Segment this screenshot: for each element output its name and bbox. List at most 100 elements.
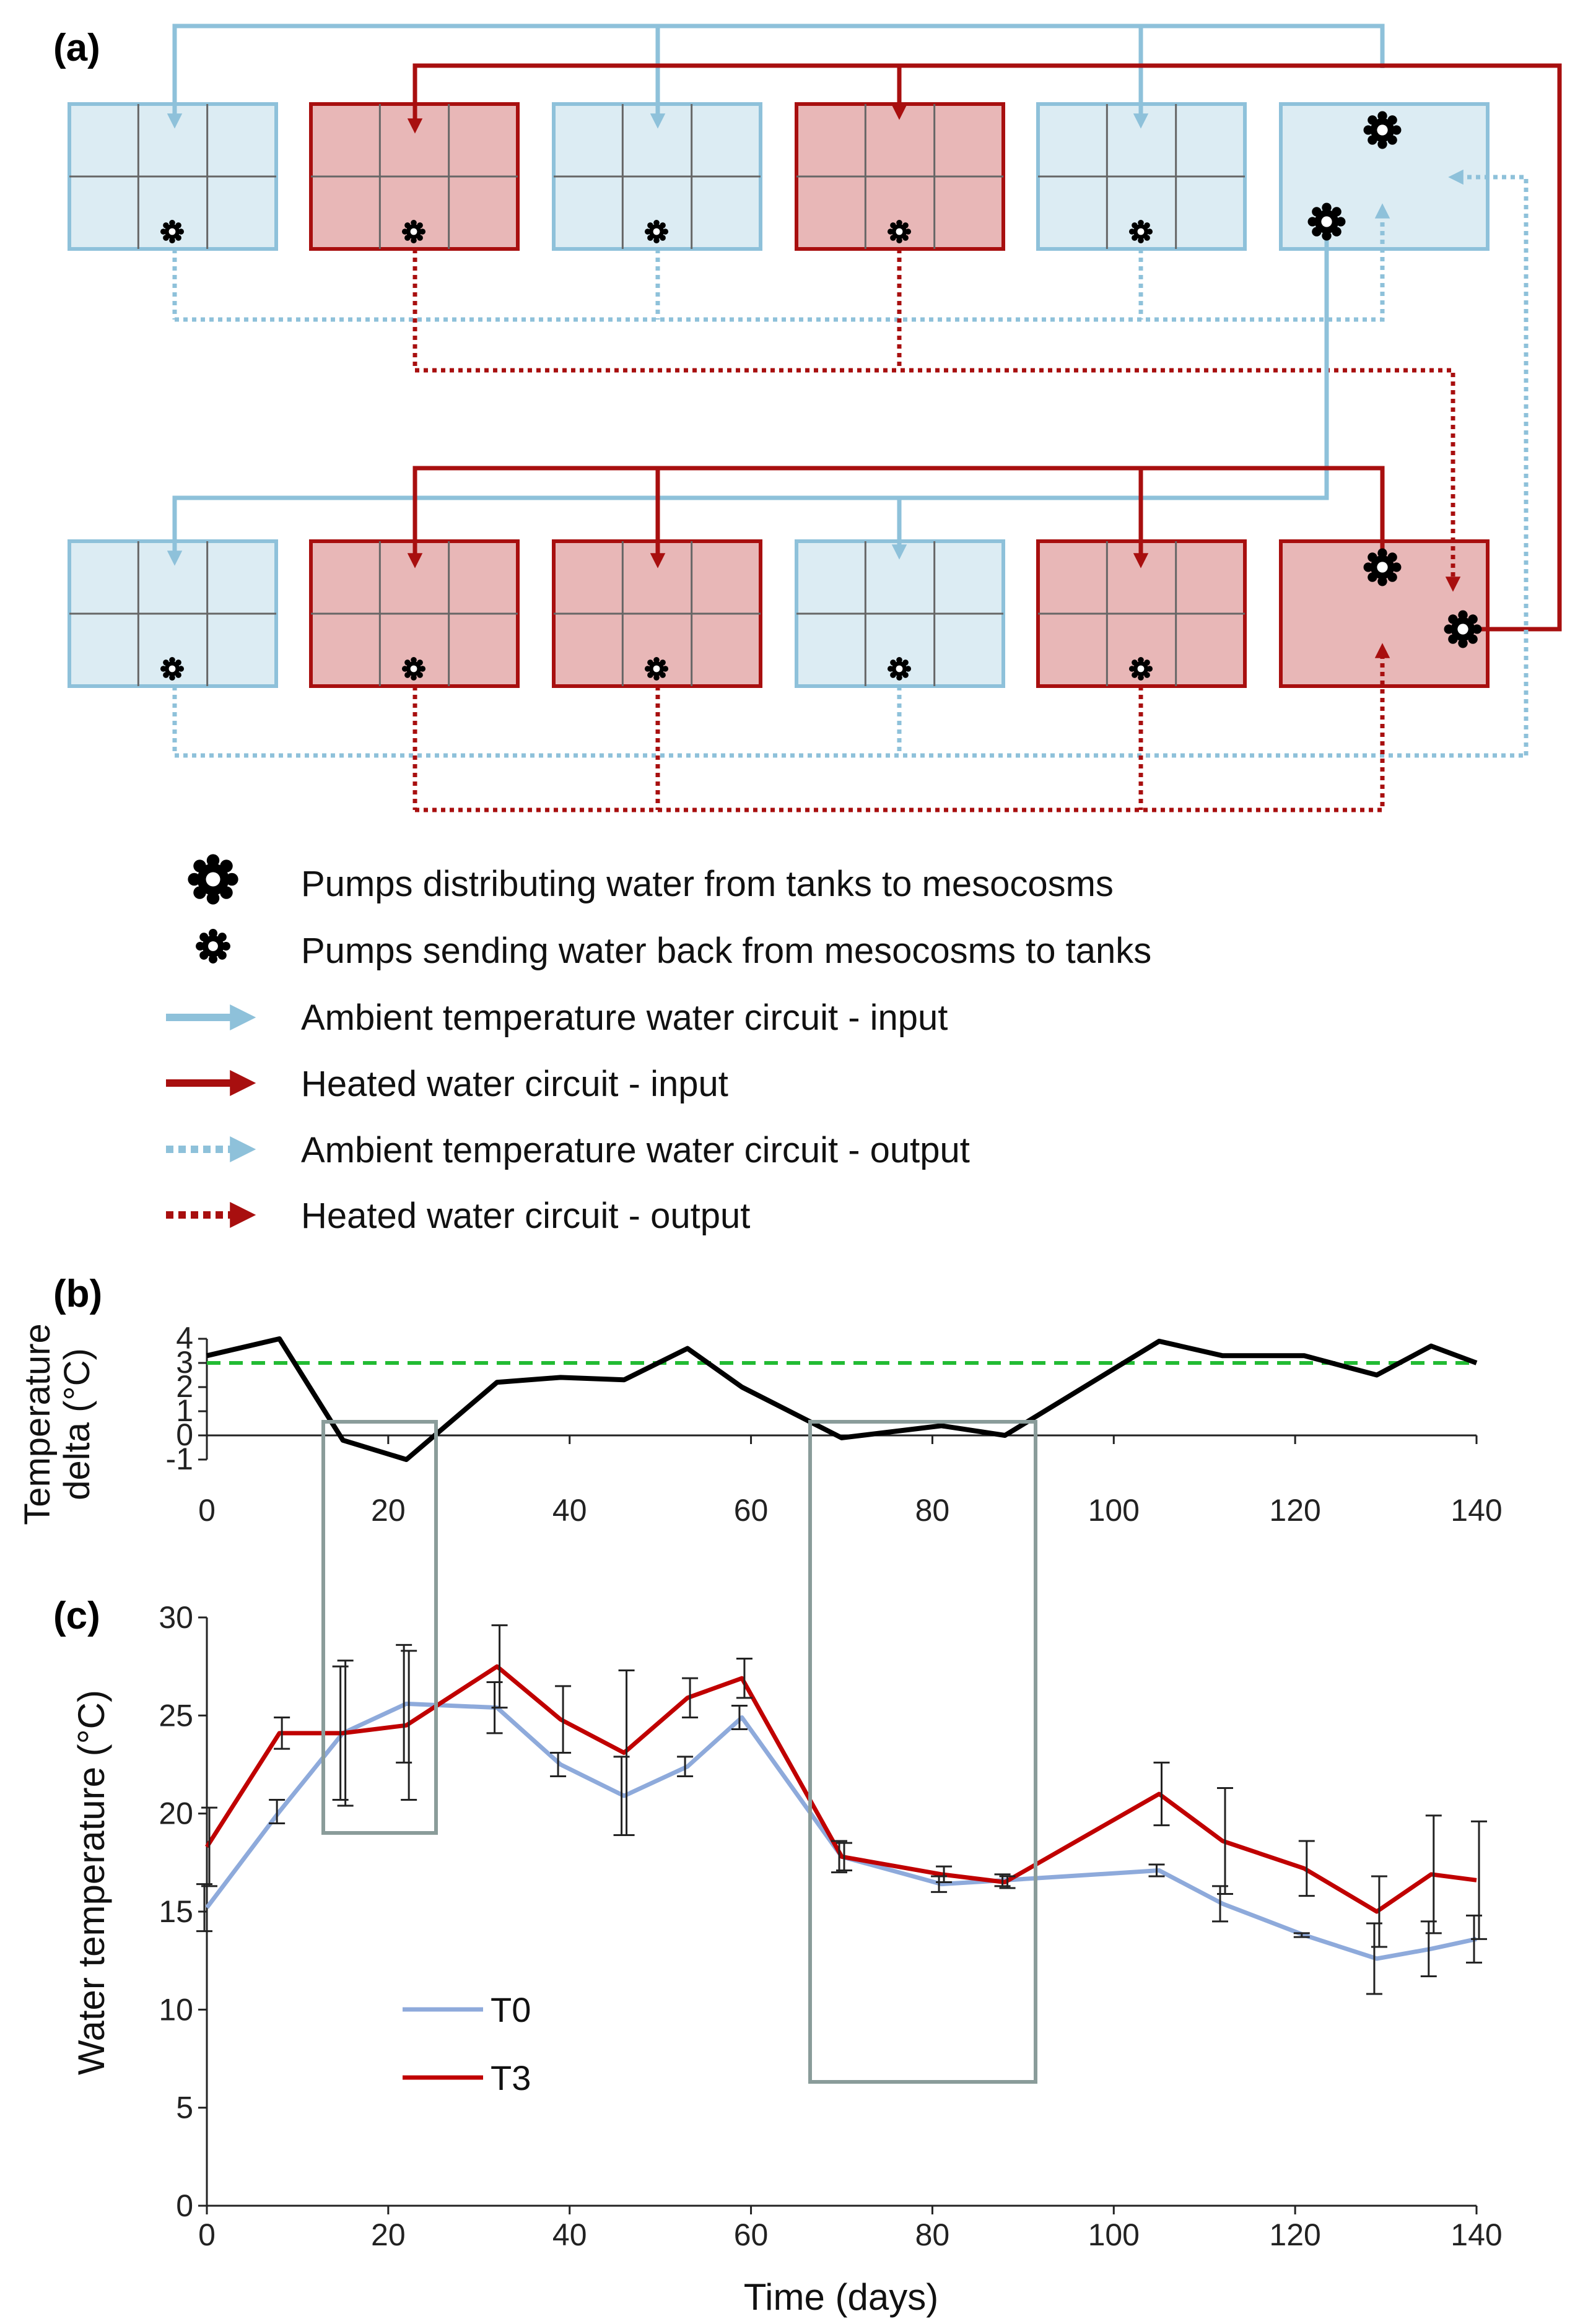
gear-tooth	[188, 873, 201, 886]
gear-tooth	[1138, 219, 1144, 226]
legend-label-heated-input: Heated water circuit - input	[301, 1064, 728, 1104]
gear-tooth	[1322, 202, 1332, 212]
gear-tooth	[169, 656, 175, 663]
gear-tooth	[169, 219, 175, 226]
y-tick-label: 4	[176, 1321, 193, 1356]
small-gear-icon	[196, 929, 230, 964]
heated-input-pipe	[407, 63, 1562, 632]
legend-label-t0: T0	[491, 1990, 531, 2029]
x-tick-label: 140	[1451, 2217, 1502, 2252]
gear-tooth	[1458, 610, 1468, 620]
gear-tooth	[178, 666, 185, 672]
small-gear-icon	[644, 219, 669, 244]
x-tick-label: 100	[1088, 2217, 1140, 2252]
gear-tooth	[887, 666, 894, 672]
gear-hole	[206, 872, 220, 887]
ambient-input-pipe	[167, 235, 1329, 566]
small-gear-icon	[160, 219, 185, 244]
x-tick-label: 40	[552, 2217, 587, 2252]
gear-hole	[1137, 665, 1145, 672]
legend-label-ambient-input: Ambient temperature water circuit - inpu…	[301, 998, 948, 1038]
pipe-network	[167, 24, 1562, 812]
gear-tooth	[221, 941, 230, 951]
small-gear-icon	[196, 929, 230, 964]
small-gear-icon	[1128, 219, 1153, 244]
gear-tooth	[196, 941, 205, 951]
big-gear-icon	[1307, 202, 1346, 241]
gear-tooth	[653, 674, 660, 681]
panel-c-label: (c)	[53, 1595, 100, 1637]
heated-output-pipe	[415, 368, 1461, 592]
gear-tooth	[206, 892, 220, 905]
temperature-delta-line	[206, 1336, 1478, 1462]
big-gear-icon	[1444, 610, 1482, 648]
gear-tooth	[401, 228, 408, 235]
x-tick-label: 100	[1088, 1493, 1140, 1528]
gear-tooth	[1458, 638, 1468, 648]
ambient-input-pipe	[167, 24, 1385, 129]
gear-hole	[208, 941, 218, 951]
panel-b-label: (b)	[53, 1273, 102, 1315]
gear-tooth	[1307, 217, 1317, 227]
gear-tooth	[896, 237, 902, 244]
error-bars-t3	[201, 1624, 1487, 1948]
gear-tooth	[1377, 577, 1387, 586]
panel-c-legend: T0 T3	[403, 1990, 531, 2097]
gear-hole	[1137, 228, 1145, 235]
gear-tooth	[411, 219, 417, 226]
gear-tooth	[1377, 548, 1387, 558]
gear-tooth	[169, 674, 175, 681]
gear-tooth	[206, 854, 220, 867]
y-tick-label: 10	[159, 1992, 193, 2027]
gear-tooth	[653, 237, 660, 244]
y-tick-label: 3	[176, 1345, 193, 1380]
panel-b-y-axis-title: Temperature delta (°C)	[17, 1323, 97, 1525]
gear-tooth	[160, 666, 167, 672]
pump-symbols	[160, 111, 1482, 681]
legend-item-heated-output: Heated water circuit - output	[166, 1196, 750, 1236]
y-tick-label: 0	[176, 2188, 193, 2223]
gear-hole	[653, 228, 660, 235]
legend-item-t0: T0	[403, 1990, 531, 2029]
gear-hole	[410, 665, 417, 672]
big-gear-icon	[188, 854, 238, 905]
gear-tooth	[1363, 125, 1373, 135]
y-axis-title-line-1: Temperature	[17, 1323, 58, 1525]
panel-a-legend: Pumps distributing water from tanks to m…	[166, 854, 1151, 1236]
legend-item-ambient-input: Ambient temperature water circuit - inpu…	[166, 998, 948, 1038]
small-gear-icon	[401, 219, 426, 244]
small-gear-icon	[887, 656, 912, 681]
gear-tooth	[178, 228, 185, 235]
gear-tooth	[208, 954, 218, 964]
heated-output-pipe	[415, 643, 1390, 812]
gear-tooth	[1146, 666, 1153, 672]
x-tick-label: 20	[371, 2217, 406, 2252]
gear-tooth	[1392, 125, 1402, 135]
legend-label-ambient-output: Ambient temperature water circuit - outp…	[301, 1130, 970, 1170]
x-tick-label: 60	[734, 2217, 769, 2252]
y-tick-label: 20	[159, 1796, 193, 1831]
big-gear-icon	[188, 854, 238, 905]
x-tick-label: 20	[371, 1493, 406, 1528]
gear-tooth	[1444, 624, 1454, 634]
x-tick-label: 140	[1451, 1493, 1502, 1528]
small-gear-icon	[887, 219, 912, 244]
gear-tooth	[1377, 139, 1387, 149]
gear-tooth	[644, 228, 651, 235]
legend-item-small-pump: Pumps sending water back from mesocosms …	[196, 929, 1151, 971]
gear-tooth	[653, 656, 660, 663]
gear-tooth	[1322, 231, 1332, 241]
legend-item-t3: T3	[403, 2058, 531, 2097]
y-tick-label: 5	[176, 2091, 193, 2125]
x-tick-label: 60	[734, 1493, 769, 1528]
gear-tooth	[1138, 656, 1144, 663]
series-line-t3	[205, 1664, 1477, 1914]
x-tick-label: 40	[552, 1493, 587, 1528]
legend-item-big-pump: Pumps distributing water from tanks to m…	[188, 854, 1114, 905]
panel-a-label: (a)	[53, 27, 100, 69]
x-tick-label: 120	[1269, 2217, 1320, 2252]
gear-tooth	[1363, 562, 1373, 572]
gear-hole	[168, 228, 176, 235]
small-gear-icon	[401, 656, 426, 681]
gear-hole	[653, 665, 660, 672]
